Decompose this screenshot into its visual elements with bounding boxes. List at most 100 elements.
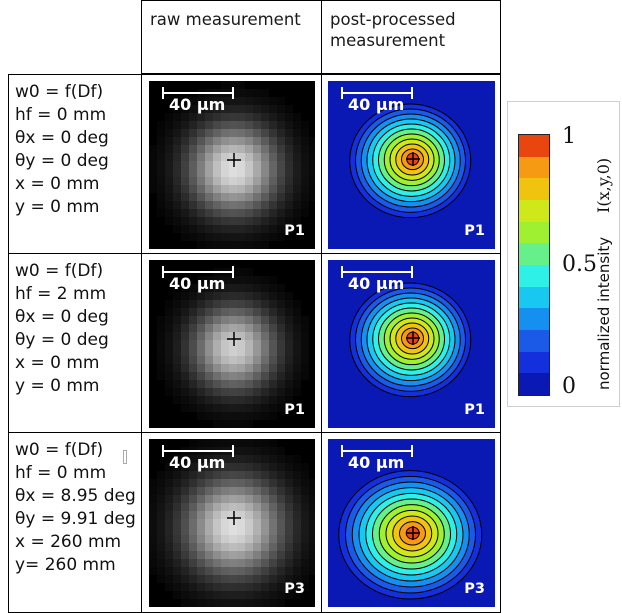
raw-pixel [245, 535, 253, 543]
raw-pixel [253, 388, 261, 396]
raw-pixel [221, 129, 229, 137]
raw-pixel [213, 396, 221, 404]
raw-pixel [229, 583, 237, 591]
raw-pixel [221, 591, 229, 599]
raw-pixel [157, 559, 165, 567]
raw-pixel [149, 519, 157, 527]
raw-pixel [277, 137, 285, 145]
raw-pixel [277, 97, 285, 105]
raw-pixel [293, 591, 301, 599]
raw-pixel [253, 177, 261, 185]
raw-pixel [301, 372, 309, 380]
raw-pixel [157, 535, 165, 543]
raw-pixel [277, 225, 285, 233]
raw-pixel [205, 129, 213, 137]
scale-bar [341, 87, 413, 99]
raw-pixel [245, 575, 253, 583]
raw-pixel [189, 479, 197, 487]
raw-pixel [181, 372, 189, 380]
raw-pixel [221, 81, 229, 89]
raw-pixel [245, 177, 253, 185]
raw-pixel [301, 169, 309, 177]
raw-pixel [197, 348, 205, 356]
raw-pixel [269, 396, 277, 404]
raw-pixel [237, 404, 245, 412]
raw-pixel [245, 324, 253, 332]
raw-pixel [269, 209, 277, 217]
raw-pixel [213, 479, 221, 487]
raw-beam-svg [157, 266, 309, 428]
raw-pixel [197, 129, 205, 137]
raw-pixel [237, 380, 245, 388]
raw-pixel [149, 503, 157, 511]
raw-pixel [197, 511, 205, 519]
raw-pixel [261, 137, 269, 145]
raw-pixel [293, 153, 301, 161]
raw-pixel [229, 121, 237, 129]
raw-pixel [293, 316, 301, 324]
scale-label: 40 µm [348, 95, 405, 114]
crosshair-icon [406, 526, 420, 540]
raw-pixel [309, 559, 315, 567]
raw-pixel [285, 340, 293, 348]
raw-pixel [245, 316, 253, 324]
raw-pixel [253, 324, 261, 332]
raw-pixel [261, 185, 269, 193]
raw-pixel [205, 316, 213, 324]
colorbar [518, 134, 550, 396]
raw-pixel [237, 105, 245, 113]
raw-pixel [269, 201, 277, 209]
raw-pixel [253, 495, 261, 503]
raw-pixel [165, 185, 173, 193]
raw-pixel [173, 519, 181, 527]
raw-pixel [221, 348, 229, 356]
raw-pixel [213, 113, 221, 121]
raw-pixel [205, 209, 213, 217]
raw-pixel [277, 332, 285, 340]
raw-pixel [269, 412, 277, 420]
raw-pixel [173, 559, 181, 567]
raw-pixel [221, 241, 229, 249]
colorbar-tick-mid: 0.5 [562, 252, 597, 277]
raw-pixel [205, 479, 213, 487]
raw-pixel [245, 420, 253, 428]
raw-pixel [213, 348, 221, 356]
raw-pixel [189, 503, 197, 511]
raw-pixel [205, 599, 213, 607]
raw-pixel [205, 292, 213, 300]
raw-pixel [237, 551, 245, 559]
raw-pixel [301, 543, 309, 551]
raw-pixel [213, 404, 221, 412]
raw-pixel [253, 551, 261, 559]
raw-pixel [261, 89, 269, 97]
crosshair-icon [406, 331, 420, 345]
raw-pixel [157, 324, 165, 332]
raw-pixel [213, 583, 221, 591]
raw-pixel [173, 225, 181, 233]
raw-pixel [237, 177, 245, 185]
raw-pixel [301, 551, 309, 559]
raw-pixel [309, 503, 315, 511]
raw-pixel [293, 463, 301, 471]
raw-pixel [293, 559, 301, 567]
raw-pixel [189, 233, 197, 241]
raw-pixel [277, 105, 285, 113]
raw-pixel [277, 503, 285, 511]
raw-pixel [269, 225, 277, 233]
raw-pixel [157, 332, 165, 340]
raw-pixel [261, 121, 269, 129]
raw-pixel [157, 201, 165, 209]
raw-pixel [293, 129, 301, 137]
raw-pixel [165, 161, 173, 169]
raw-pixel [229, 495, 237, 503]
raw-pixel [245, 105, 253, 113]
raw-pixel [213, 324, 221, 332]
raw-pixel [253, 348, 261, 356]
raw-pixel [197, 583, 205, 591]
raw-pixel [197, 487, 205, 495]
raw-pixel [245, 388, 253, 396]
raw-pixel [165, 535, 173, 543]
raw-pixel [309, 479, 315, 487]
raw-pixel [165, 121, 173, 129]
raw-pixel [237, 137, 245, 145]
